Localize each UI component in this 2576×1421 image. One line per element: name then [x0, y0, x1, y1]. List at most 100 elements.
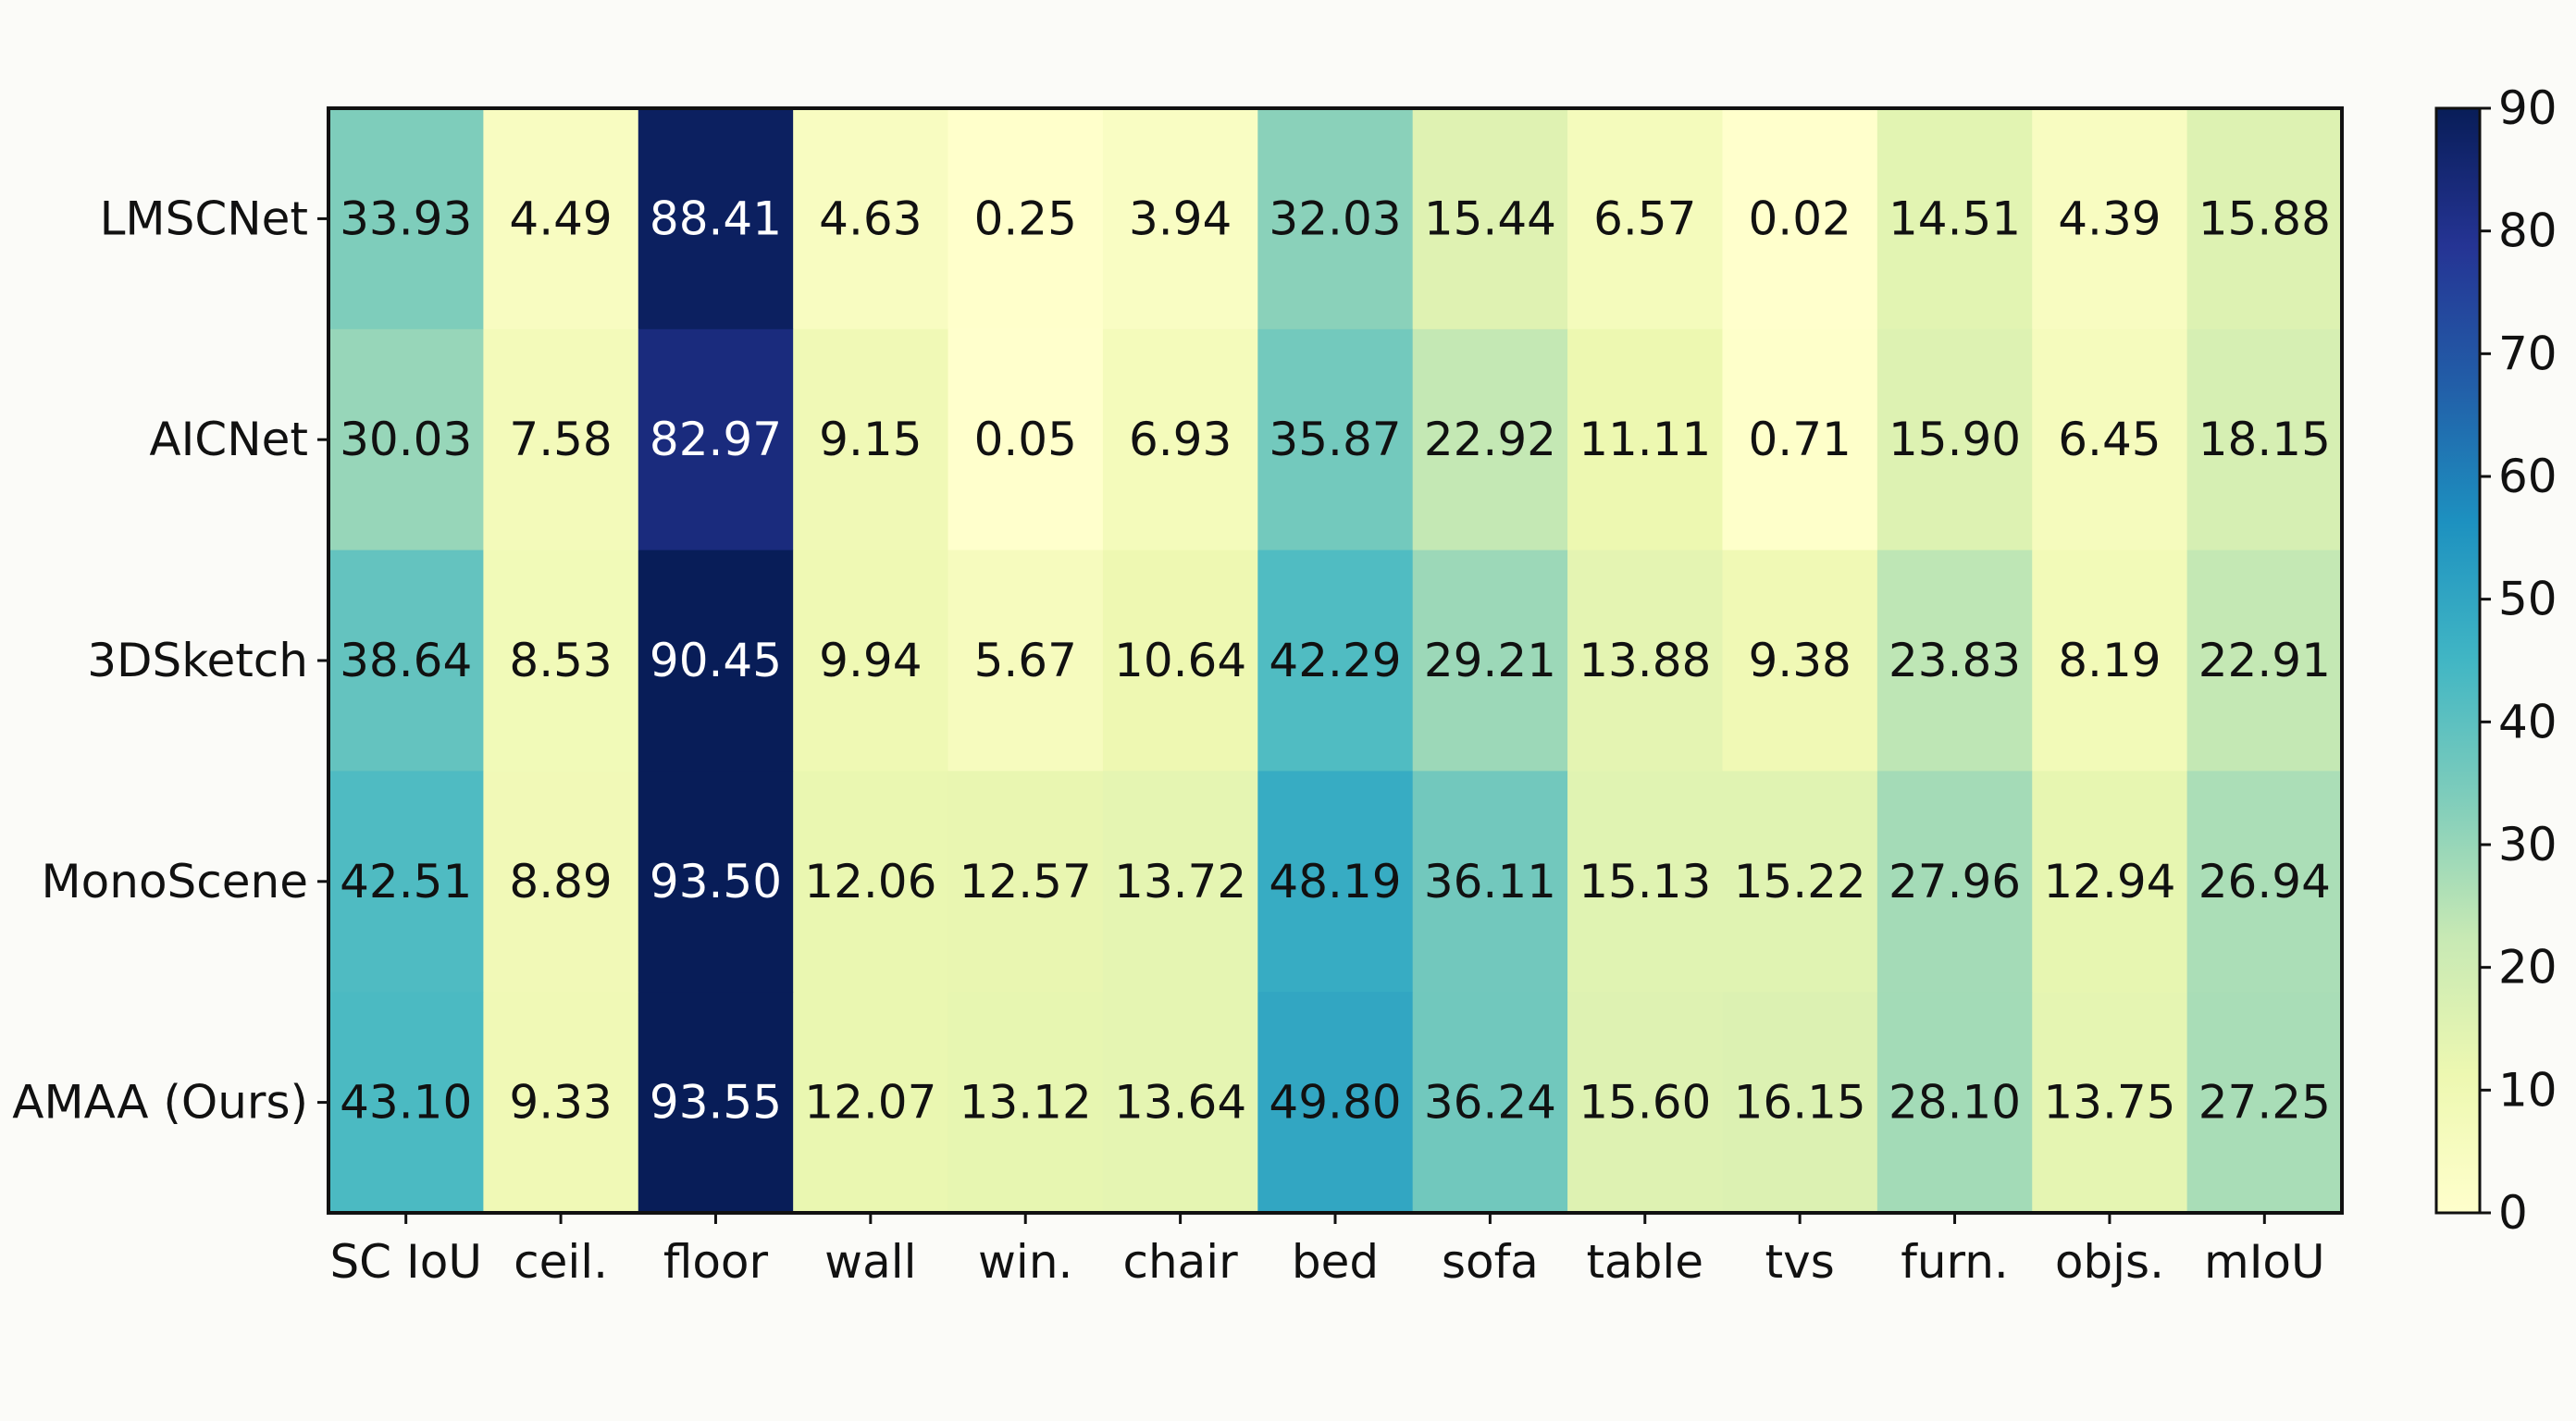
cell-value-label: 23.83	[1889, 634, 2021, 687]
heatmap-cell	[483, 328, 639, 551]
heatmap-cell	[1567, 992, 1723, 1214]
heatmap-cell	[1567, 108, 1723, 330]
heatmap-cell	[328, 550, 484, 772]
heatmap-cell	[1257, 992, 1414, 1214]
colorbar-tick-label: 40	[2498, 695, 2557, 748]
heatmap-cell	[2032, 108, 2188, 330]
colorbar-tick-label: 70	[2498, 327, 2557, 380]
heatmap-cell	[1876, 992, 2033, 1214]
colorbar-tick-label: 10	[2498, 1063, 2557, 1117]
heatmap-cell	[1412, 550, 1568, 772]
cell-value-label: 15.13	[1579, 855, 1711, 908]
x-tick-label: wall	[824, 1235, 916, 1289]
heatmap-cell	[2186, 771, 2343, 993]
cell-value-label: 35.87	[1269, 413, 1401, 466]
heatmap-cell	[2032, 328, 2188, 551]
cell-value-label: 9.15	[819, 413, 922, 466]
cell-value-label: 33.93	[340, 192, 472, 245]
heatmap-cell	[638, 108, 794, 330]
cell-value-label: 42.51	[340, 855, 472, 908]
cell-value-label: 93.50	[650, 855, 782, 908]
cell-value-label: 13.12	[960, 1076, 1092, 1130]
heatmap-cell	[1257, 771, 1414, 993]
cell-value-label: 6.45	[2058, 413, 2161, 466]
heatmap-cell	[483, 108, 639, 330]
heatmap-cell	[1412, 108, 1568, 330]
heatmap-cell	[328, 771, 484, 993]
x-tick-label: mIoU	[2204, 1235, 2325, 1289]
cell-value-label: 6.57	[1593, 192, 1696, 245]
cell-value-label: 22.92	[1424, 413, 1556, 466]
colorbar-tick-label: 50	[2498, 573, 2557, 626]
cell-value-label: 15.90	[1889, 413, 2021, 466]
heatmap-cell	[793, 550, 949, 772]
x-tick-label: win.	[978, 1235, 1072, 1289]
heatmap-cell	[1722, 328, 1878, 551]
colorbar-tick-label: 20	[2498, 941, 2557, 995]
y-tick-label: LMSCNet	[100, 192, 308, 245]
cell-value-label: 13.88	[1579, 634, 1711, 687]
colorbar-tick-label: 30	[2498, 818, 2557, 871]
heatmap-cell	[638, 771, 794, 993]
heatmap-cell	[947, 108, 1104, 330]
heatmap-cell	[483, 992, 639, 1214]
cell-value-label: 12.57	[960, 855, 1092, 908]
colorbar: 0 10 20 30 40 50 60 70 80 90	[2434, 81, 2557, 1240]
cell-value-label: 22.91	[2198, 634, 2331, 687]
x-tick-label: bed	[1292, 1235, 1379, 1289]
cell-value-label: 4.63	[819, 192, 922, 245]
cell-value-label: 6.93	[1129, 413, 1232, 466]
heatmap-cell	[1722, 550, 1878, 772]
heatmap-cell	[2032, 550, 2188, 772]
heatmap-cell	[1722, 771, 1878, 993]
heatmap-cell	[947, 992, 1104, 1214]
cell-value-label: 11.11	[1579, 413, 1711, 466]
cell-value-label: 9.94	[819, 634, 922, 687]
heatmap-cell	[483, 550, 639, 772]
x-tick-label: furn.	[1901, 1235, 2009, 1289]
heatmap-cell	[1102, 328, 1258, 551]
heatmap-cell	[1412, 992, 1568, 1214]
heatmap-cell	[793, 328, 949, 551]
cell-value-label: 13.75	[2043, 1076, 2175, 1130]
heatmap-cell	[2186, 328, 2343, 551]
cell-value-label: 0.05	[974, 413, 1077, 466]
colorbar-ticks: 0 10 20 30 40 50 60 70 80 90	[2480, 81, 2557, 1240]
colorbar-tick-label: 0	[2498, 1186, 2528, 1240]
cell-value-label: 28.10	[1889, 1076, 2021, 1130]
cell-value-label: 15.44	[1424, 192, 1556, 245]
cell-value-label: 49.80	[1269, 1076, 1401, 1130]
cell-value-label: 36.24	[1424, 1076, 1556, 1130]
x-tick-label: tvs	[1765, 1235, 1835, 1289]
cell-value-label: 93.55	[650, 1076, 782, 1130]
heatmap-cell	[947, 550, 1104, 772]
heatmap-cell	[328, 328, 484, 551]
heatmap-cells	[328, 108, 2343, 1214]
cell-value-label: 12.07	[804, 1076, 936, 1130]
heatmap-cell	[1567, 550, 1723, 772]
heatmap-cell	[2186, 550, 2343, 772]
heatmap-cell	[1412, 771, 1568, 993]
colorbar-tick-label: 90	[2498, 81, 2557, 135]
cell-value-label: 0.25	[974, 192, 1077, 245]
y-tick-label: MonoScene	[42, 855, 308, 908]
cell-value-label: 14.51	[1889, 192, 2021, 245]
y-tick-label: 3DSketch	[87, 634, 308, 687]
cell-value-label: 13.72	[1114, 855, 1246, 908]
heatmap-cell	[793, 771, 949, 993]
heatmap-cell	[1876, 771, 2033, 993]
cell-value-label: 48.19	[1269, 855, 1401, 908]
heatmap-cell	[1567, 771, 1723, 993]
heatmap-cell	[1876, 328, 2033, 551]
x-tick-label: table	[1586, 1235, 1703, 1289]
x-tick-label: chair	[1122, 1235, 1238, 1289]
colorbar-tick-label: 60	[2498, 450, 2557, 503]
cell-value-label: 10.64	[1114, 634, 1246, 687]
heatmap-cell	[328, 992, 484, 1214]
cell-value-label: 38.64	[340, 634, 472, 687]
heatmap-cell	[1722, 992, 1878, 1214]
y-axis: LMSCNet AICNet 3DSketch MonoScene AMAA (Ours…	[12, 192, 328, 1130]
y-tick-label: AICNet	[149, 413, 308, 466]
x-tick-label: sofa	[1442, 1235, 1539, 1289]
